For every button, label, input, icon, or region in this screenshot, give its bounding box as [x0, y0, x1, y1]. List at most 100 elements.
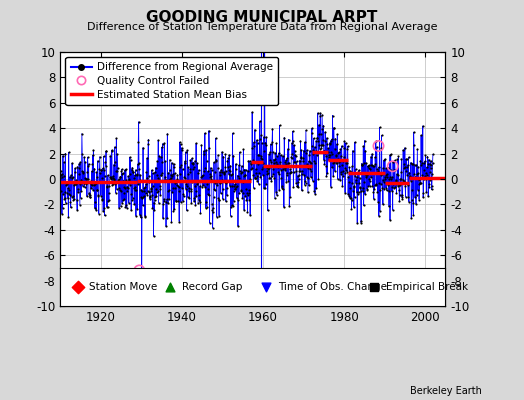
Point	[299, 148, 308, 154]
Point	[269, 166, 278, 172]
Point	[226, 168, 234, 174]
Point	[395, 198, 403, 204]
Point	[147, 188, 155, 194]
Point	[421, 172, 429, 179]
Point	[130, 187, 139, 193]
Point	[168, 188, 176, 195]
Point	[355, 167, 363, 173]
Point	[372, 160, 380, 167]
Point	[389, 158, 397, 165]
Point	[195, 199, 204, 205]
Point	[143, 155, 151, 161]
Point	[341, 190, 350, 196]
Point	[60, 196, 69, 202]
Point	[157, 172, 166, 178]
Point	[121, 185, 129, 191]
Text: Station Move: Station Move	[89, 282, 157, 292]
Point	[248, 109, 256, 115]
Point	[296, 167, 304, 174]
Point	[348, 148, 357, 154]
Point	[419, 123, 427, 129]
Point	[351, 166, 359, 173]
Point	[217, 169, 226, 175]
Point	[115, 185, 123, 192]
Point	[303, 161, 311, 167]
Point	[417, 132, 425, 138]
Point	[89, 187, 97, 193]
Point	[176, 171, 184, 177]
Point	[66, 174, 74, 180]
Point	[258, 172, 267, 178]
Point	[173, 172, 182, 178]
Point	[293, 173, 302, 179]
Point	[304, 189, 312, 196]
Point	[85, 190, 93, 197]
Point	[130, 185, 138, 192]
Point	[210, 159, 218, 166]
Point	[278, 186, 287, 192]
Point	[90, 180, 98, 186]
Point	[151, 194, 159, 200]
Point	[409, 129, 418, 135]
Point	[74, 189, 82, 195]
Point	[422, 188, 431, 195]
Point	[403, 164, 411, 170]
Point	[423, 164, 431, 171]
Point	[321, 138, 330, 144]
Point	[297, 154, 305, 160]
Point	[72, 177, 80, 184]
Point	[62, 180, 71, 186]
Point	[276, 162, 284, 168]
Point	[381, 176, 389, 182]
Point	[326, 183, 335, 190]
Point	[79, 168, 88, 175]
Point	[279, 164, 288, 170]
Point	[75, 202, 84, 208]
Point	[142, 169, 150, 176]
Point	[143, 192, 151, 198]
Point	[374, 168, 382, 174]
Point	[338, 162, 346, 168]
Point	[196, 210, 205, 216]
Point	[384, 164, 392, 171]
Point	[395, 290, 403, 296]
Point	[143, 175, 151, 181]
Point	[237, 188, 246, 194]
Point	[215, 212, 223, 219]
Point	[317, 141, 325, 148]
Point	[394, 153, 402, 160]
Point	[134, 161, 142, 167]
Point	[387, 176, 396, 182]
Point	[391, 177, 400, 183]
Point	[82, 175, 91, 182]
Point	[115, 187, 124, 194]
Point	[290, 168, 298, 175]
Point	[337, 152, 345, 159]
Point	[398, 192, 406, 198]
Point	[295, 168, 303, 174]
Point	[163, 215, 171, 221]
Point	[83, 168, 92, 175]
Point	[179, 191, 188, 197]
Point	[287, 169, 295, 175]
Point	[100, 212, 108, 219]
Point	[385, 203, 393, 210]
Point	[195, 196, 203, 203]
Point	[412, 192, 421, 198]
Point	[104, 190, 113, 196]
Legend: Difference from Regional Average, Quality Control Failed, Estimated Station Mean: Difference from Regional Average, Qualit…	[66, 57, 278, 105]
Point	[249, 185, 258, 191]
Point	[418, 174, 427, 181]
Point	[287, 153, 296, 160]
Point	[61, 200, 70, 206]
Point	[343, 160, 351, 166]
Point	[68, 160, 77, 166]
Point	[287, 168, 295, 175]
Point	[119, 196, 127, 203]
Point	[265, 151, 273, 158]
Point	[190, 164, 198, 170]
Point	[233, 195, 241, 201]
Point	[345, 164, 354, 171]
Point	[345, 193, 353, 200]
Point	[246, 212, 254, 218]
